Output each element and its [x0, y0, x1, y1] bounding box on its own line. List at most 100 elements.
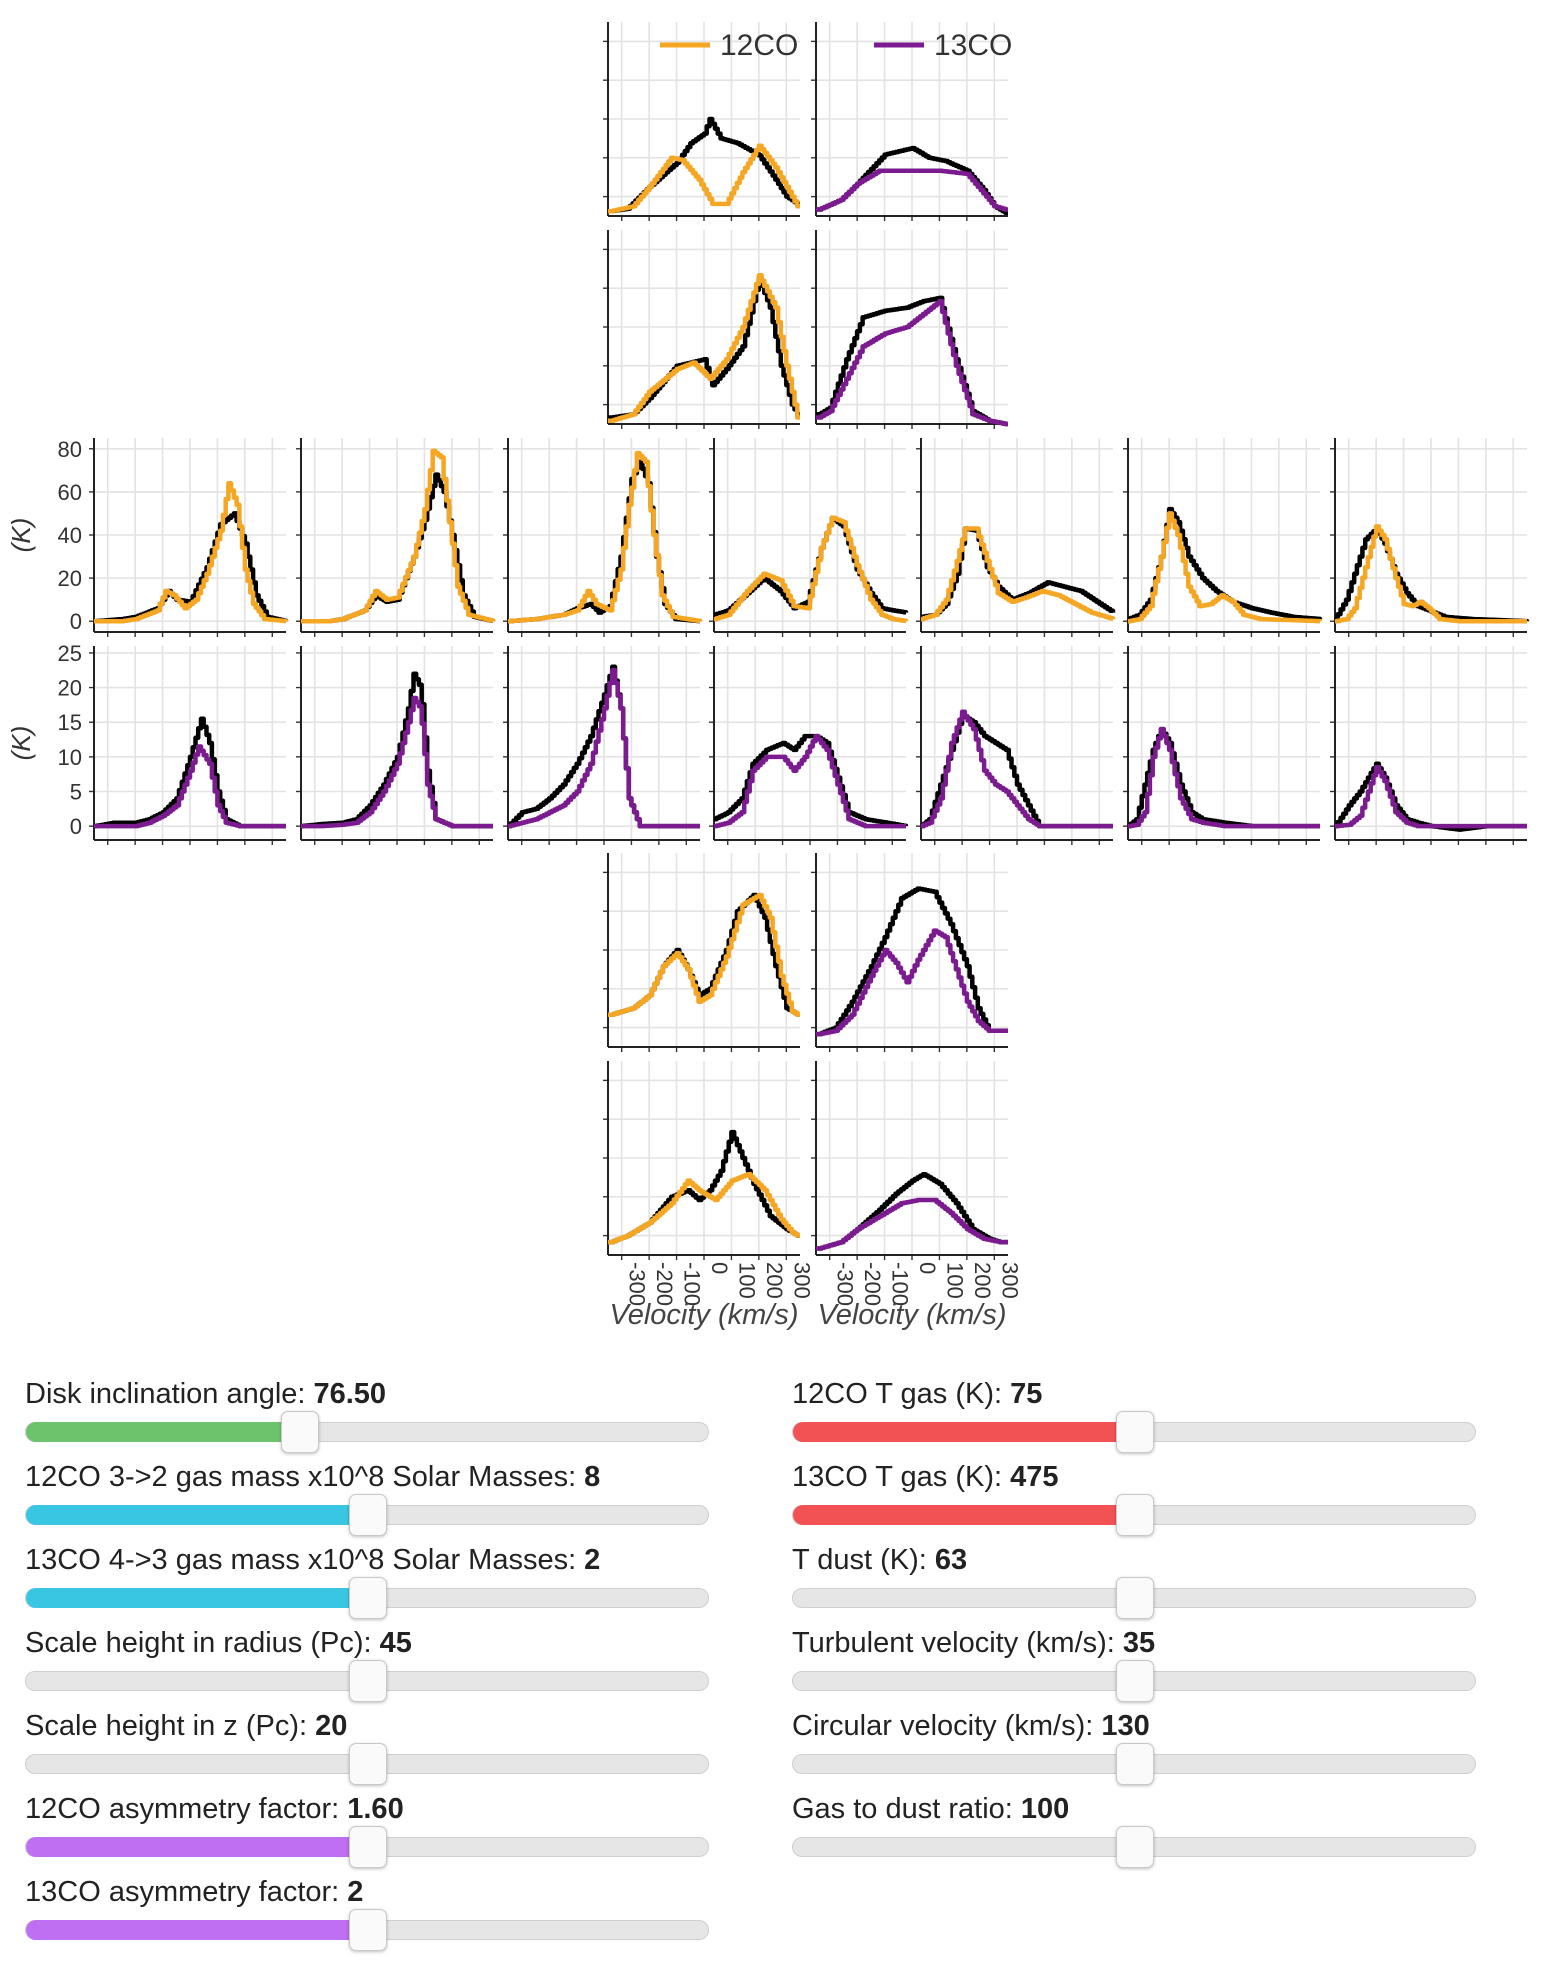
- x-tick-label: 200: [762, 1262, 787, 1299]
- model-spectrum: [921, 709, 1113, 829]
- slider-label-text: Scale height in z (Pc):: [25, 1710, 308, 1742]
- slider-thumb[interactable]: [1116, 1494, 1154, 1536]
- slider-asym12: 12CO asymmetry factor: 1.60: [25, 1793, 711, 1868]
- panel-bot2: [811, 853, 1008, 1052]
- model-spectrum: [301, 448, 496, 624]
- slider-mass13: 13CO 4->3 gas mass x10^8 Solar Masses: 2: [25, 1544, 711, 1619]
- x-tick-label: -300: [833, 1262, 858, 1306]
- slider-thumb[interactable]: [349, 1494, 387, 1536]
- slider-value: 8: [584, 1461, 601, 1493]
- x-tick-label: 300: [789, 1262, 814, 1299]
- slider-value: 35: [1122, 1627, 1156, 1659]
- slider-track[interactable]: [25, 1494, 709, 1536]
- model-spectrum: [608, 273, 800, 424]
- slider-label-text: 13CO asymmetry factor:: [25, 1876, 340, 1908]
- slider-track[interactable]: [25, 1577, 709, 1619]
- model-spectrum: [816, 168, 1008, 212]
- model-spectrum: [94, 744, 286, 829]
- slider-track[interactable]: [25, 1826, 709, 1868]
- panel-top1: [603, 22, 800, 221]
- model-spectrum: [508, 450, 703, 624]
- slider-circ: Circular velocity (km/s): 130: [792, 1710, 1478, 1785]
- slider-thumb[interactable]: [349, 1577, 387, 1619]
- slider-label-text: Gas to dust ratio:: [792, 1793, 1013, 1825]
- slider-label: 13CO 4->3 gas mass x10^8 Solar Masses: 2: [25, 1544, 600, 1577]
- y-tick-label-13co: 5: [70, 780, 82, 805]
- slider-thumb[interactable]: [1116, 1577, 1154, 1619]
- panel-bot3: [603, 1061, 800, 1260]
- slider-track[interactable]: [792, 1826, 1476, 1868]
- slider-mass12: 12CO 3->2 gas mass x10^8 Solar Masses: 8: [25, 1461, 711, 1536]
- panel-bot1: [603, 853, 800, 1052]
- slider-track[interactable]: [25, 1909, 709, 1951]
- observed-spectrum: [921, 526, 1116, 620]
- model-spectrum: [94, 481, 289, 624]
- x-tick-label: 100: [942, 1262, 967, 1299]
- model-spectrum: [301, 695, 493, 829]
- model-spectrum: [921, 526, 1116, 622]
- slider-value: 20: [315, 1710, 348, 1742]
- slider-track[interactable]: [25, 1660, 709, 1702]
- panel-13co-7: [1330, 646, 1527, 845]
- slider-thumb[interactable]: [349, 1909, 387, 1951]
- slider-label: Scale height in z (Pc): 20: [25, 1710, 347, 1743]
- slider-track[interactable]: [792, 1411, 1476, 1453]
- slider-thumb[interactable]: [349, 1826, 387, 1868]
- slider-thumb[interactable]: [349, 1660, 387, 1702]
- slider-fill: [793, 1422, 1135, 1442]
- y-axis-label-13co: (K): [6, 726, 36, 761]
- slider-value: 75: [1010, 1378, 1043, 1410]
- model-spectrum: [816, 1197, 1008, 1251]
- slider-value: 76.50: [313, 1378, 387, 1410]
- slider-track[interactable]: [792, 1743, 1476, 1785]
- slider-label: Turbulent velocity (km/s): 35: [792, 1627, 1155, 1660]
- slider-thumb[interactable]: [349, 1743, 387, 1785]
- panel-12co-6: [1123, 438, 1323, 637]
- slider-label: 12CO asymmetry factor: 1.60: [25, 1793, 404, 1826]
- panel-12co-2: [296, 438, 496, 637]
- x-tick-label: -100: [680, 1262, 705, 1306]
- slider-thumb[interactable]: [1116, 1660, 1154, 1702]
- slider-track[interactable]: [25, 1743, 709, 1785]
- slider-turb: Turbulent velocity (km/s): 35: [792, 1627, 1478, 1702]
- slider-track[interactable]: [792, 1577, 1476, 1619]
- model-spectrum: [1128, 726, 1320, 829]
- model-spectrum: [608, 892, 800, 1017]
- panel-12co-5: [916, 438, 1116, 637]
- slider-value: 2: [347, 1876, 364, 1908]
- model-spectrum: [608, 1171, 800, 1245]
- slider-thumb[interactable]: [281, 1411, 319, 1453]
- slider-value: 1.60: [347, 1793, 404, 1825]
- slider-value: 100: [1020, 1793, 1070, 1825]
- slider-tdust: T dust (K): 63: [792, 1544, 1478, 1619]
- slider-track[interactable]: [792, 1660, 1476, 1702]
- slider-label: 13CO asymmetry factor: 2: [25, 1876, 363, 1909]
- slider-fill: [26, 1920, 368, 1940]
- slider-thumb[interactable]: [1116, 1743, 1154, 1785]
- x-tick-label: 0: [915, 1262, 940, 1274]
- slider-thumb[interactable]: [1116, 1826, 1154, 1868]
- x-tick-label: -100: [888, 1262, 913, 1306]
- legend-12co: 12CO: [660, 29, 798, 62]
- slider-scale-r: Scale height in radius (Pc): 45: [25, 1627, 711, 1702]
- slider-thumb[interactable]: [1116, 1411, 1154, 1453]
- slider-label-text: Turbulent velocity (km/s):: [792, 1627, 1115, 1659]
- y-tick-label-13co: 15: [58, 710, 82, 735]
- slider-fill: [793, 1505, 1135, 1525]
- slider-label: 12CO T gas (K): 75: [792, 1378, 1042, 1411]
- panel-13co-6: [1123, 646, 1320, 845]
- slider-label-text: Circular velocity (km/s):: [792, 1710, 1094, 1742]
- slider-track[interactable]: [25, 1411, 709, 1453]
- slider-track[interactable]: [792, 1494, 1476, 1536]
- x-tick-label: -200: [860, 1262, 885, 1306]
- slider-label: Circular velocity (km/s): 130: [792, 1710, 1150, 1743]
- panel-top3: [603, 230, 800, 429]
- x-tick-label: 0: [707, 1262, 732, 1274]
- slider-label-text: Scale height in radius (Pc):: [25, 1627, 372, 1659]
- slider-value: 130: [1101, 1710, 1150, 1742]
- x-axis-label: Velocity (km/s): [609, 1299, 798, 1330]
- x-tick-label: 100: [734, 1262, 759, 1299]
- model-spectrum: [1335, 765, 1527, 829]
- slider-g2d: Gas to dust ratio: 100: [792, 1793, 1478, 1868]
